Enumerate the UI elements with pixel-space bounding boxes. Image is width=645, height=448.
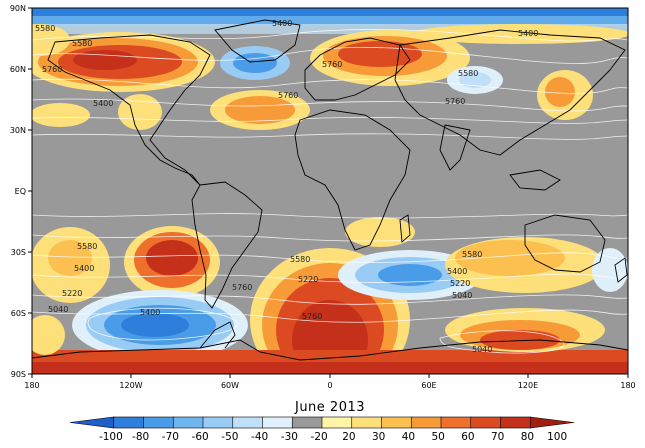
colorbar-segment <box>291 416 323 429</box>
lat-label-60s: 60S <box>11 309 26 318</box>
colorbar-label: -50 <box>221 431 238 443</box>
colorbar-label: -100 <box>99 431 123 443</box>
colorbar-label: 70 <box>491 431 504 443</box>
contour-label: 5220 <box>298 275 318 284</box>
colorbar-segment <box>529 416 575 429</box>
contour-label: 5220 <box>450 279 470 288</box>
contour-label: 5040 <box>452 291 472 300</box>
colorbar-label: 60 <box>461 431 474 443</box>
contour-label: 5400 <box>518 29 538 38</box>
colorbar-segment <box>69 416 115 429</box>
contour-label: 5760 <box>322 60 342 69</box>
lat-label-eq: EQ <box>15 187 26 196</box>
colorbar-label: -30 <box>281 431 298 443</box>
contour-labels: 5400 5580 5400 5580 5760 5760 5580 5760 … <box>35 19 538 354</box>
contour-label: 5220 <box>62 289 82 298</box>
height-contours <box>32 29 628 354</box>
lat-label-30s: 30S <box>11 248 26 257</box>
lon-label-120w: 120W <box>119 381 142 390</box>
contour-label: 5580 <box>72 39 92 48</box>
lon-label-120e: 120E <box>518 381 538 390</box>
contour-label: 5400 <box>272 19 292 28</box>
colorbar-segment <box>202 416 234 429</box>
colorbar-label: -20 <box>311 431 328 443</box>
colorbar-label: -70 <box>162 431 179 443</box>
colorbar-label: -60 <box>192 431 209 443</box>
lon-labels: 180 120W 60W 0 60E 120E 180 <box>24 381 635 390</box>
contour-label: 5760 <box>42 65 62 74</box>
lat-label-90n: 90N <box>10 4 26 13</box>
contour-label: 5400 <box>447 267 467 276</box>
contour-label: 5580 <box>290 255 310 264</box>
colorbar-segment <box>262 416 293 429</box>
colorbar-segment <box>440 416 472 429</box>
map-title: June 2013 <box>294 400 365 415</box>
contour-label: 5400 <box>140 308 160 317</box>
colorbar-segment <box>500 416 531 429</box>
lat-label-30n: 30N <box>10 126 26 135</box>
colorbar: -100 -80 -70 -60 -50 -40 -30 -20 20 30 40 50 60 70 80 1… <box>69 416 575 443</box>
contour-label: 5040 <box>472 345 492 354</box>
contour-label: 5580 <box>77 242 97 251</box>
colorbar-label: 100 <box>547 431 567 443</box>
colorbar-segment <box>172 416 204 429</box>
colorbar-segment <box>410 416 442 429</box>
map-field <box>32 8 628 374</box>
lat-ticks <box>28 7 32 375</box>
colorbar-label: -40 <box>251 431 268 443</box>
lon-label-180w: 180 <box>24 381 39 390</box>
lat-labels: 90N 60N 30N EQ 30S 60S 90S <box>10 4 26 379</box>
lon-ticks <box>31 374 629 378</box>
lon-label-0: 0 <box>327 381 332 390</box>
colorbar-segment <box>351 416 383 429</box>
colorbar-label: 30 <box>372 431 385 443</box>
lat-label-60n: 60N <box>10 65 26 74</box>
contour-label: 5760 <box>445 97 465 106</box>
colorbar-segment <box>470 416 502 429</box>
contour-label: 5760 <box>302 312 322 321</box>
contour-label: 5040 <box>48 305 68 314</box>
colorbar-label: 50 <box>431 431 444 443</box>
lon-label-60e: 60E <box>421 381 436 390</box>
colorbar-segment <box>321 416 353 429</box>
contour-label: 5760 <box>278 91 298 100</box>
contour-label: 5400 <box>93 99 113 108</box>
lat-label-90s: 90S <box>11 370 26 379</box>
contour-label: 5760 <box>232 283 252 292</box>
colorbar-label: 80 <box>521 431 534 443</box>
contour-label: 5580 <box>35 24 55 33</box>
contour-label: 5580 <box>462 250 482 259</box>
lon-label-60w: 60W <box>221 381 239 390</box>
colorbar-label: 20 <box>342 431 355 443</box>
colorbar-label: 40 <box>402 431 415 443</box>
colorbar-segment <box>113 416 145 429</box>
colorbar-segment <box>381 416 412 429</box>
contour-label: 5400 <box>74 264 94 273</box>
colorbar-segment <box>143 416 174 429</box>
colorbar-segment <box>232 416 264 429</box>
contour-label: 5580 <box>458 69 478 78</box>
lon-label-180e: 180 <box>620 381 635 390</box>
coastlines <box>32 19 628 361</box>
colorbar-label: -80 <box>132 431 149 443</box>
